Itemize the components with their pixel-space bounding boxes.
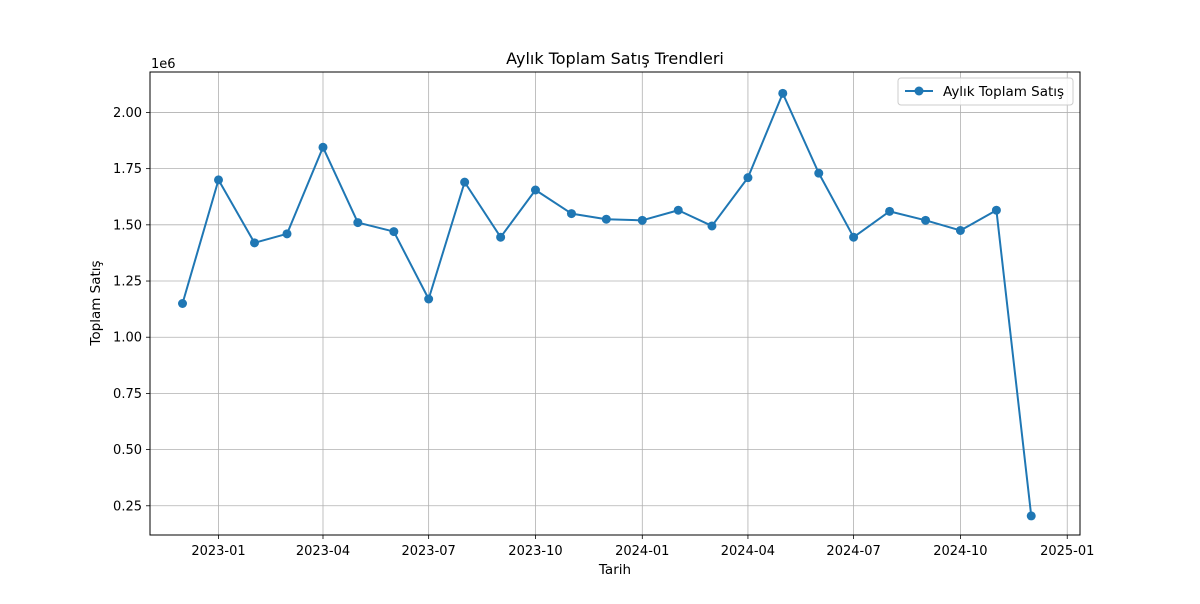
data-point <box>743 173 753 183</box>
y-tick-label: 1.25 <box>113 275 142 290</box>
y-tick-label: 0.25 <box>113 499 142 514</box>
data-point <box>849 232 859 242</box>
y-tick-label: 0.75 <box>113 387 142 402</box>
y-axis-scale-label: 1e6 <box>151 57 176 72</box>
x-tick-label: 2025-01 <box>1040 544 1094 559</box>
y-tick-label: 2.00 <box>113 106 142 121</box>
data-point <box>707 221 717 231</box>
y-axis: 0.25 0.50 0.75 1.00 1.25 1.50 1.75 2.00 <box>113 106 150 514</box>
y-axis-label: Toplam Satış <box>88 260 104 346</box>
x-tick-label: 2024-04 <box>721 544 775 559</box>
y-tick-label: 1.75 <box>113 162 142 177</box>
chart-title: Aylık Toplam Satış Trendleri <box>506 49 724 68</box>
x-tick-label: 2024-07 <box>826 544 880 559</box>
x-tick-label: 2023-04 <box>296 544 350 559</box>
data-point <box>389 227 399 237</box>
legend: Aylık Toplam Satış <box>897 77 1074 106</box>
x-tick-label: 2023-10 <box>508 544 562 559</box>
legend-entry-label: Aylık Toplam Satış <box>943 84 1064 100</box>
data-point <box>885 206 895 216</box>
y-tick-label: 0.50 <box>113 443 142 458</box>
x-tick-label: 2023-01 <box>191 544 245 559</box>
data-point <box>282 229 292 239</box>
data-point <box>814 168 824 178</box>
data-point <box>637 215 647 225</box>
data-point <box>921 215 931 225</box>
data-point <box>955 225 965 235</box>
plot-area-frame <box>149 71 1081 536</box>
x-tick-label: 2024-10 <box>933 544 987 559</box>
data-point <box>530 185 540 195</box>
legend-box <box>897 77 1074 106</box>
data-point <box>460 177 470 187</box>
x-tick-label: 2024-01 <box>615 544 669 559</box>
data-point <box>353 218 363 228</box>
y-tick-label: 1.00 <box>113 331 142 346</box>
data-point <box>601 214 611 224</box>
x-axis: 2023-01 2023-04 2023-07 2023-10 2024-01 2024-… <box>191 535 1094 559</box>
x-axis-label: Tarih <box>598 562 631 578</box>
data-point <box>178 299 188 308</box>
data-point <box>496 232 506 242</box>
data-point <box>249 238 259 248</box>
series-layer <box>178 88 1036 521</box>
data-point <box>318 142 328 152</box>
data-point <box>566 209 576 219</box>
data-point <box>424 294 434 304</box>
data-point <box>673 205 683 215</box>
y-tick-label: 1.50 <box>113 218 142 233</box>
data-point <box>1026 511 1036 521</box>
data-point <box>991 205 1001 215</box>
legend-marker <box>914 86 924 96</box>
data-point <box>214 175 224 185</box>
x-tick-label: 2023-07 <box>401 544 455 559</box>
data-point <box>778 88 788 98</box>
grid <box>150 72 1080 535</box>
